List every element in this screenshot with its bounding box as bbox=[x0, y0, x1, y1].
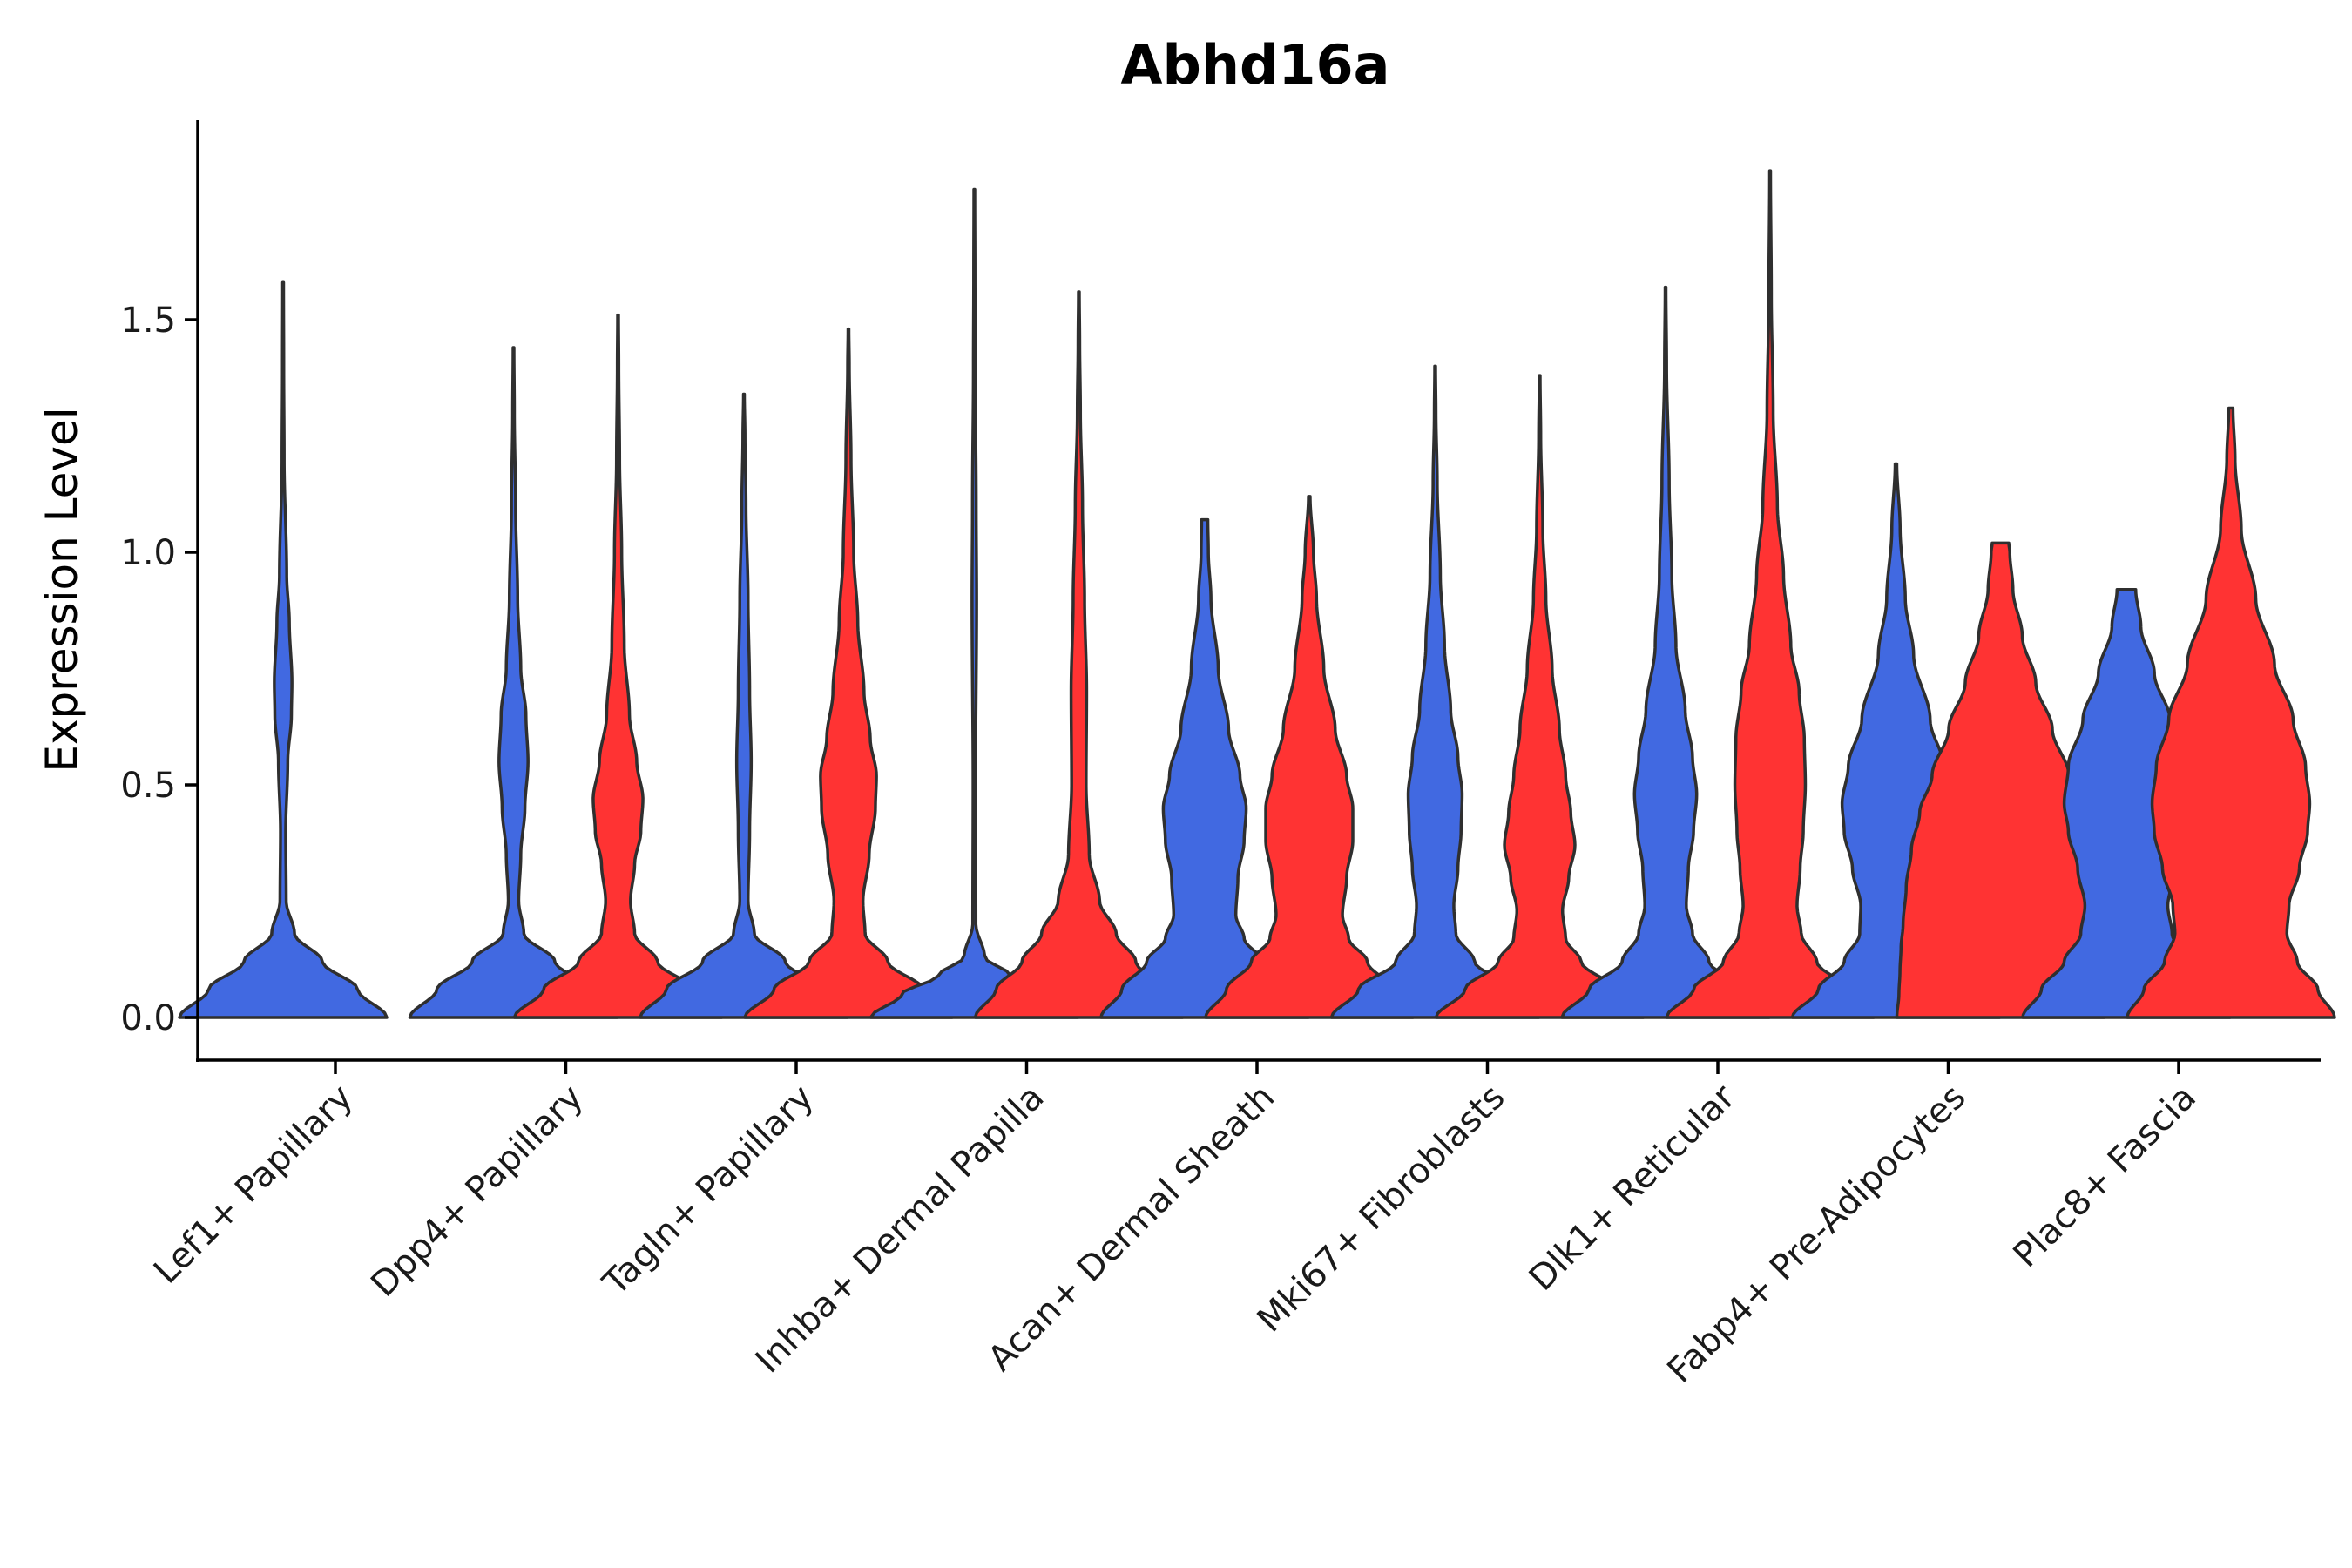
violin-layer bbox=[178, 169, 2336, 1019]
violin-group1-1 bbox=[178, 280, 389, 1019]
violin-group2-7 bbox=[1665, 169, 1876, 1019]
violin-group1-2 bbox=[408, 346, 619, 1019]
violin-group1-6 bbox=[1329, 364, 1541, 1019]
chart-title: Abhd16a bbox=[1120, 33, 1389, 97]
violin-group1-5 bbox=[1099, 517, 1310, 1019]
y-tick-label: 0.5 bbox=[120, 766, 176, 806]
violin-group2-6 bbox=[1434, 374, 1646, 1019]
violin-group1-4 bbox=[868, 187, 1080, 1019]
violin-group2-5 bbox=[1204, 495, 1415, 1019]
y-tick-label: 0.0 bbox=[120, 998, 176, 1038]
y-axis-ticks: 0.0 0.5 1.0 1.5 bbox=[120, 301, 198, 1038]
y-tick-label: 1.5 bbox=[120, 301, 176, 341]
violin-group2-3 bbox=[743, 327, 954, 1019]
violin-group2-2 bbox=[512, 313, 724, 1019]
y-axis-title: Expression Level bbox=[37, 407, 87, 772]
violin-group1-3 bbox=[639, 392, 849, 1019]
violin-group2-9 bbox=[2126, 406, 2336, 1019]
y-tick-label: 1.0 bbox=[120, 533, 176, 573]
violin-group1-7 bbox=[1560, 285, 1771, 1019]
violin-group2-4 bbox=[973, 290, 1185, 1019]
